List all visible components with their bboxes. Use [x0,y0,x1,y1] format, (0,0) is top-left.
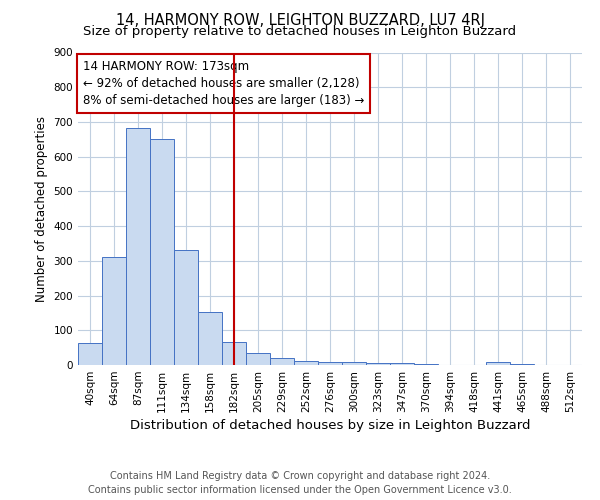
Bar [126,128,150,365]
Bar [510,364,534,365]
Y-axis label: Number of detached properties: Number of detached properties [35,116,48,302]
X-axis label: Distribution of detached houses by size in Leighton Buzzard: Distribution of detached houses by size … [130,419,530,432]
Bar [342,362,366,365]
Text: 14 HARMONY ROW: 173sqm
← 92% of detached houses are smaller (2,128)
8% of semi-d: 14 HARMONY ROW: 173sqm ← 92% of detached… [83,60,364,108]
Bar [102,258,126,365]
Text: 14, HARMONY ROW, LEIGHTON BUZZARD, LU7 4RJ: 14, HARMONY ROW, LEIGHTON BUZZARD, LU7 4… [115,12,485,28]
Bar [294,361,318,365]
Bar [318,362,342,365]
Bar [270,358,294,365]
Bar [366,364,390,365]
Bar [414,364,438,365]
Bar [150,140,174,365]
Bar [390,364,414,365]
Bar [486,362,510,365]
Text: Size of property relative to detached houses in Leighton Buzzard: Size of property relative to detached ho… [83,25,517,38]
Bar [198,312,222,365]
Bar [246,353,270,365]
Text: Contains HM Land Registry data © Crown copyright and database right 2024.
Contai: Contains HM Land Registry data © Crown c… [88,471,512,495]
Bar [174,250,198,365]
Bar [222,342,246,365]
Bar [78,344,102,365]
